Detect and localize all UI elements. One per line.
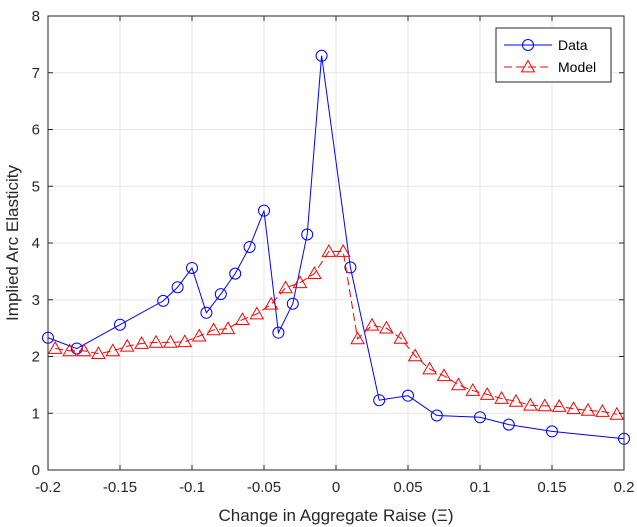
data-point-model: [47, 341, 63, 354]
data-point-model: [177, 334, 193, 348]
data-point-model: [119, 338, 135, 352]
y-tick-label: 7: [32, 65, 40, 82]
data-point-model: [134, 335, 149, 349]
data-point-model: [220, 321, 236, 335]
data-point-data: [70, 342, 83, 355]
data-point-model: [278, 280, 293, 294]
series-line-data: [47, 55, 625, 440]
data-point-data: [546, 425, 558, 438]
y-tick-label: 1: [32, 405, 40, 422]
legend-item-model: Model: [504, 59, 596, 75]
data-point-model: [191, 328, 207, 342]
x-tick-label: 0.15: [537, 479, 566, 496]
x-tick-label: 0.2: [614, 479, 635, 496]
data-point-model: [407, 348, 423, 362]
data-point-data: [474, 411, 486, 424]
x-tick-label: 0.1: [470, 479, 491, 496]
data-point-data: [171, 281, 184, 294]
data-point-model: [393, 330, 409, 344]
data-point-data: [344, 261, 357, 274]
data-point-data: [186, 261, 198, 274]
series-model: [47, 244, 625, 420]
data-point-model: [422, 361, 437, 375]
series-line-model: [55, 251, 617, 415]
data-point-model: [436, 368, 452, 382]
data-point-model: [206, 322, 221, 336]
legend: Data Model: [495, 27, 612, 83]
data-point-model: [263, 296, 279, 310]
data-point-data: [502, 418, 515, 431]
data-point-model: [335, 244, 351, 257]
data-point-model: [105, 343, 121, 357]
data-point-data: [430, 409, 443, 422]
y-tick-label: 5: [32, 178, 40, 195]
data-point-model: [91, 346, 106, 360]
x-axis-ticks: -0.2 -0.15 -0.1 -0.05 0 0.05 0.1 0.15 0.2: [35, 16, 634, 496]
x-tick-label: -0.2: [35, 479, 61, 496]
data-point-model: [580, 402, 596, 416]
data-point-data: [114, 318, 126, 331]
legend-label: Model: [558, 59, 596, 75]
data-point-model: [537, 398, 553, 412]
y-tick-label: 6: [32, 122, 40, 139]
data-point-model: [494, 390, 509, 404]
data-point-model: [465, 383, 481, 396]
y-tick-label: 4: [32, 235, 40, 252]
x-tick-label: -0.1: [179, 479, 205, 496]
x-axis-title: Change in Aggregate Raise (Ξ): [218, 506, 453, 525]
data-point-data: [200, 306, 213, 319]
data-point-model: [321, 244, 337, 257]
y-tick-label: 3: [32, 292, 40, 309]
data-point-model: [566, 401, 581, 415]
data-point-data: [315, 49, 328, 62]
data-point-model: [292, 275, 308, 289]
data-point-data: [286, 297, 299, 310]
legend-marker: [522, 39, 534, 51]
legend-label: Data: [558, 37, 588, 53]
data-point-data: [258, 204, 270, 217]
data-point-data: [157, 294, 170, 307]
legend-item-data: Data: [504, 37, 588, 53]
data-point-model: [76, 343, 92, 357]
data-point-model: [523, 397, 538, 411]
data-point-model: [163, 334, 178, 348]
data-point-model: [62, 343, 77, 357]
data-point-model: [551, 398, 567, 412]
data-point-model: [364, 317, 380, 331]
data-point-model: [595, 404, 610, 417]
x-tick-label: -0.05: [247, 479, 281, 496]
data-point-model: [379, 320, 394, 334]
data-point-model: [249, 306, 265, 320]
data-point-model: [235, 312, 250, 325]
data-point-data: [373, 394, 386, 407]
data-point-data: [272, 326, 285, 339]
data-point-data: [229, 267, 242, 280]
legend-marker: [520, 59, 536, 73]
x-tick-label: -0.15: [103, 479, 137, 496]
data-point-model: [451, 377, 466, 391]
data-point-model: [350, 331, 365, 345]
x-tick-label: 0: [332, 479, 340, 496]
y-axis-title: Implied Arc Elasticity: [3, 165, 22, 321]
data-point-data: [214, 288, 227, 301]
data-point-model: [148, 334, 164, 348]
y-tick-label: 8: [32, 8, 40, 25]
x-tick-label: 0.05: [393, 479, 422, 496]
data-point-data: [402, 389, 414, 402]
data-point-model: [307, 266, 322, 280]
legend-box: [495, 27, 612, 83]
y-axis-ticks: 0 1 2 3 4 5 6 7 8: [32, 8, 624, 479]
data-point-model: [479, 387, 495, 400]
data-point-data: [243, 240, 256, 253]
data-point-model: [508, 393, 524, 407]
y-tick-label: 2: [32, 349, 40, 366]
y-tick-label: 0: [32, 462, 40, 479]
data-point-data: [301, 228, 314, 241]
